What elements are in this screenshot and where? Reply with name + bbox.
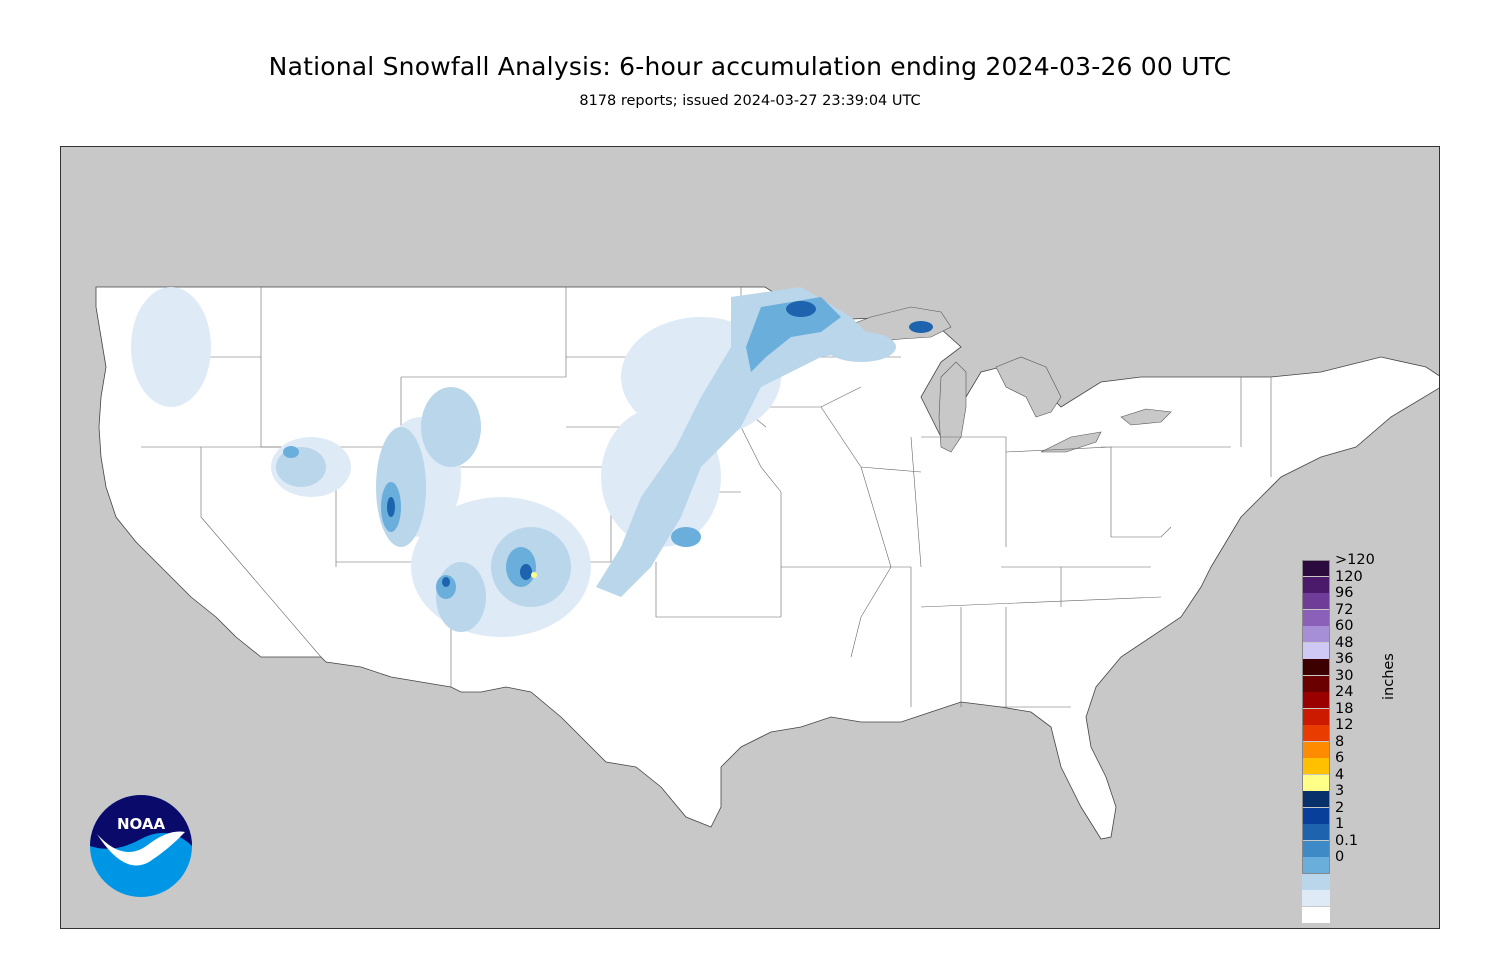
legend-label: 6 [1335, 750, 1345, 766]
legend-label: 96 [1335, 585, 1354, 601]
noaa-logo-svg: NOAA [90, 795, 192, 897]
legend-swatch [1302, 659, 1330, 676]
legend-units-label: inches [1381, 653, 1397, 700]
legend-swatch [1302, 824, 1330, 841]
legend-swatch [1302, 857, 1330, 874]
legend-label: 18 [1335, 700, 1354, 717]
legend-swatch [1302, 642, 1330, 659]
legend-swatch [1302, 791, 1330, 808]
map-subtitle: 8178 reports; issued 2024-03-27 23:39:04… [579, 93, 921, 109]
legend-swatch [1302, 890, 1330, 907]
lake-ontario [1120, 408, 1172, 426]
legend-label: 60 [1335, 618, 1354, 634]
legend-swatch [1302, 560, 1330, 577]
legend-label: 48 [1335, 634, 1354, 651]
noaa-logo: NOAA [89, 794, 193, 898]
legend-label: >120 [1335, 552, 1375, 568]
lake-erie [1040, 431, 1102, 453]
legend-frame [1302, 560, 1330, 874]
legend-swatch [1302, 873, 1330, 890]
lake-huron [995, 356, 1062, 418]
legend-swatch [1302, 692, 1330, 709]
snowfall-shading [131, 287, 933, 637]
legend-label: 0 [1335, 849, 1345, 865]
legend-label: 2 [1335, 799, 1345, 816]
legend-swatch [1302, 840, 1330, 857]
legend-label: 1 [1335, 816, 1345, 832]
legend-swatch [1302, 708, 1330, 725]
legend-label: 12 [1335, 717, 1354, 733]
legend-swatch [1302, 807, 1330, 824]
legend-swatch [1302, 758, 1330, 775]
legend-swatch [1302, 675, 1330, 692]
legend-label: 120 [1335, 568, 1363, 585]
legend-swatch [1302, 593, 1330, 610]
map-title: National Snowfall Analysis: 6-hour accum… [268, 52, 1232, 81]
legend-label: 4 [1335, 766, 1345, 783]
legend-swatch [1302, 906, 1330, 923]
snowfall-map [60, 146, 1440, 929]
legend-label: 8 [1335, 733, 1345, 750]
legend-swatch [1302, 774, 1330, 791]
legend-swatch [1302, 725, 1330, 742]
legend-label: 3 [1335, 783, 1345, 799]
legend-label: 24 [1335, 684, 1354, 700]
legend-swatch [1302, 626, 1330, 643]
legend-swatch [1302, 576, 1330, 593]
noaa-logo-text: NOAA [117, 815, 166, 833]
legend-label: 0.1 [1335, 832, 1359, 849]
legend-swatch [1302, 609, 1330, 626]
us-map-svg [95, 286, 1439, 840]
legend-label: 72 [1335, 601, 1354, 618]
legend-swatch [1302, 741, 1330, 758]
legend-label: 30 [1335, 667, 1354, 684]
legend-label: 36 [1335, 651, 1354, 667]
